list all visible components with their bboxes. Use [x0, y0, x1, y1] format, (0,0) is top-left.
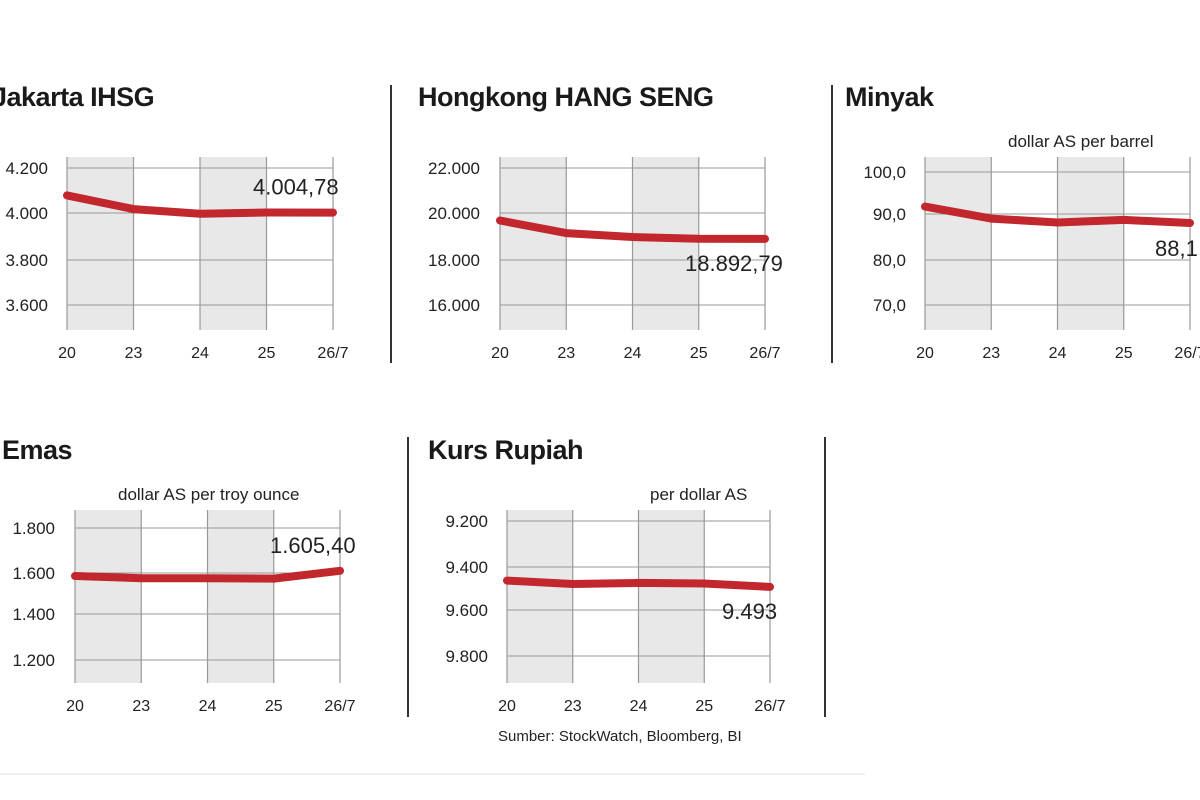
chart-emas-xtick-label: 24: [199, 698, 217, 715]
chart-hangseng-xtick-label: 24: [624, 345, 642, 362]
chart-minyak-xtick-label: 20: [916, 345, 934, 362]
chart-minyak-group: 100,0 90,0 80,0 70,0 20 23 24 25 26/7 88,1: [863, 157, 1200, 362]
chart-hangseng-xtick-label: 25: [690, 345, 708, 362]
chart-hangseng-xtick-label: 26/7: [749, 345, 780, 362]
unit-rupiah: per dollar AS: [650, 485, 748, 504]
chart-emas-xtick-label: 20: [66, 698, 84, 715]
title-minyak: Minyak: [845, 82, 934, 112]
chart-rupiah-xtick-label: 24: [630, 698, 648, 715]
chart-hangseng-series-line: [496, 216, 769, 243]
chart-minyak-last-value: 88,1: [1155, 236, 1198, 261]
chart-ihsg-xtick-label: 25: [258, 345, 276, 362]
column-divider-1: [390, 85, 392, 363]
column-divider-3: [407, 437, 409, 717]
chart-emas-xtick-label: 23: [132, 698, 150, 715]
chart-ihsg-xtick-label: 23: [125, 345, 143, 362]
chart-ihsg-series-line: [63, 191, 337, 218]
title-ihsg: Jakarta IHSG: [0, 82, 155, 112]
chart-hangseng-ytick-label: 18.000: [428, 251, 480, 270]
chart-rupiah-band: [507, 510, 573, 683]
title-rupiah: Kurs Rupiah: [428, 435, 584, 465]
chart-ihsg-group: 4.200 4.000 3.800 3.600 20 23 24 25 26/7 4.004,78: [5, 157, 349, 362]
chart-rupiah-xtick-label: 25: [695, 698, 713, 715]
chart-hangseng-ytick-label: 20.000: [428, 204, 480, 223]
chart-minyak-ytick-label: 90,0: [873, 205, 906, 224]
unit-minyak: dollar AS per barrel: [1008, 132, 1154, 151]
chart-hangseng-ytick-label: 16.000: [428, 296, 480, 315]
chart-rupiah-band: [638, 510, 705, 683]
chart-rupiah-series-line: [503, 576, 774, 591]
chart-rupiah-ytick-label: 9.600: [445, 601, 488, 620]
chart-ihsg-band: [200, 157, 267, 330]
chart-ihsg-ytick-label: 3.800: [5, 251, 48, 270]
chart-rupiah-ytick-label: 9.400: [445, 558, 488, 577]
source-note: Sumber: StockWatch, Bloomberg, BI: [498, 728, 742, 745]
title-hangseng: Hongkong HANG SENG: [418, 82, 714, 112]
chart-emas-ytick-label: 1.800: [12, 519, 55, 538]
chart-minyak-xtick-label: 24: [1049, 345, 1067, 362]
chart-ihsg-last-value: 4.004,78: [253, 175, 339, 200]
chart-hangseng-band: [500, 157, 567, 330]
chart-emas-ytick-label: 1.200: [12, 651, 55, 670]
column-divider-2: [831, 85, 833, 363]
chart-emas-xtick-label: 26/7: [324, 698, 355, 715]
column-divider-4: [824, 437, 826, 717]
chart-rupiah-xtick-label: 23: [564, 698, 582, 715]
bottom-rule: [0, 773, 865, 775]
chart-hangseng-xtick-label: 20: [491, 345, 509, 362]
chart-hangseng-band: [632, 157, 699, 330]
chart-hangseng-xtick-label: 23: [557, 345, 575, 362]
chart-minyak-ytick-label: 80,0: [873, 251, 906, 270]
chart-minyak-xtick-label: 26/7: [1174, 345, 1200, 362]
chart-ihsg-ytick-label: 4.000: [5, 204, 48, 223]
chart-emas-xtick-label: 25: [265, 698, 283, 715]
chart-rupiah-xtick-label: 20: [498, 698, 516, 715]
chart-rupiah-xtick-label: 26/7: [754, 698, 785, 715]
chart-ihsg-ytick-label: 4.200: [5, 159, 48, 178]
chart-emas-last-value: 1.605,40: [270, 533, 356, 558]
chart-emas-band: [75, 510, 142, 683]
chart-minyak-ytick-label: 70,0: [873, 296, 906, 315]
chart-ihsg-band: [67, 157, 134, 330]
chart-emas-ytick-label: 1.600: [12, 564, 55, 583]
unit-emas: dollar AS per troy ounce: [118, 485, 300, 504]
chart-minyak-ytick-label: 100,0: [863, 163, 906, 182]
chart-emas-ytick-label: 1.400: [12, 605, 55, 624]
chart-rupiah-last-value: 9.493: [722, 599, 777, 624]
title-emas: Emas: [2, 435, 73, 465]
chart-minyak-xtick-label: 23: [982, 345, 1000, 362]
chart-rupiah-ytick-label: 9.800: [445, 647, 488, 666]
chart-hangseng-last-value: 18.892,79: [685, 251, 783, 276]
chart-emas-series-line: [71, 566, 344, 583]
chart-minyak-xtick-label: 25: [1115, 345, 1133, 362]
chart-ihsg-xtick-label: 26/7: [317, 345, 348, 362]
chart-rupiah-ytick-label: 9.200: [445, 512, 488, 531]
chart-emas-group: 1.800 1.600 1.400 1.200 20 23 24 25 26/7 1.605,40: [12, 510, 356, 715]
chart-minyak-band: [1057, 157, 1124, 330]
chart-emas-band: [207, 510, 274, 683]
chart-ihsg-xtick-label: 24: [191, 345, 209, 362]
chart-minyak-band: [925, 157, 992, 330]
chart-minyak-series-line: [921, 202, 1194, 227]
chart-ihsg-xtick-label: 20: [58, 345, 76, 362]
chart-hangseng-group: 22.000 20.000 18.000 16.000 20 23 24 25 26/7 18.8…: [428, 157, 783, 362]
chart-hangseng-ytick-label: 22.000: [428, 159, 480, 178]
chart-ihsg-ytick-label: 3.600: [5, 296, 48, 315]
chart-rupiah-group: 9.200 9.400 9.600 9.800 20 23 24 25 26/7 9.493: [445, 510, 786, 715]
